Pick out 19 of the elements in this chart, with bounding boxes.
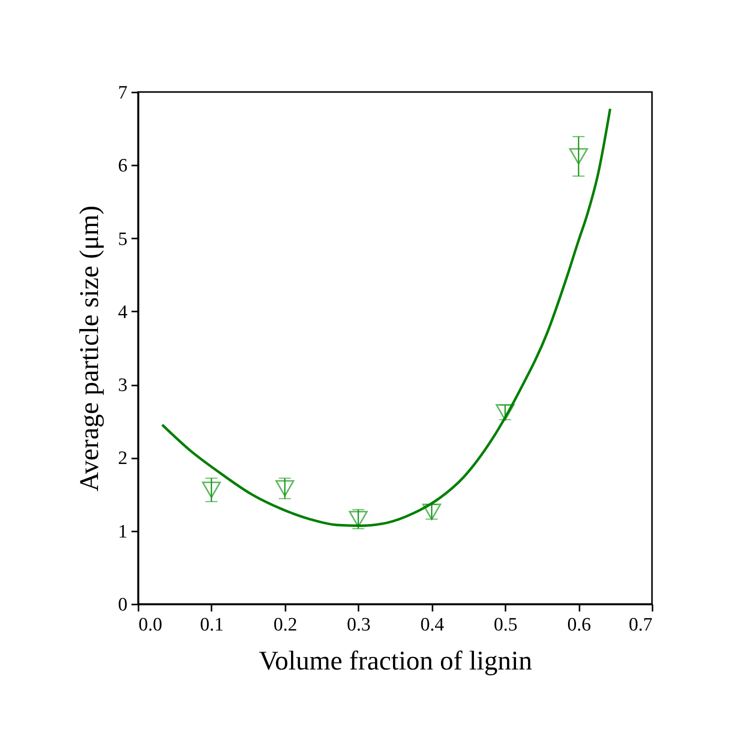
x-tick-label: 0.6 [567, 614, 591, 636]
x-tick-label: 0.5 [494, 614, 518, 636]
x-tick-label: 0.2 [273, 614, 298, 636]
y-tick-label: 3 [118, 375, 128, 396]
y-tick-label: 5 [118, 228, 128, 250]
x-tick-label: 0.0 [138, 614, 162, 636]
y-tick-label: 6 [118, 156, 128, 177]
x-tick-label: 0.4 [420, 614, 445, 636]
x-tick-label: 0.7 [628, 614, 652, 636]
x-tick-label: 0.3 [346, 614, 371, 636]
line-series [160, 108, 612, 527]
y-tick-label: 1 [118, 521, 128, 542]
y-tick-label: 4 [118, 302, 128, 323]
y-tick-label: 2 [118, 448, 128, 470]
y-tick-label: 0 [118, 594, 128, 616]
y-tick-label: 7 [118, 82, 128, 104]
x-axis-title: Volume fraction of lignin [258, 646, 533, 676]
y-axis-title: Average particle size (μm) [74, 205, 104, 492]
x-tick-label: 0.1 [200, 614, 224, 636]
